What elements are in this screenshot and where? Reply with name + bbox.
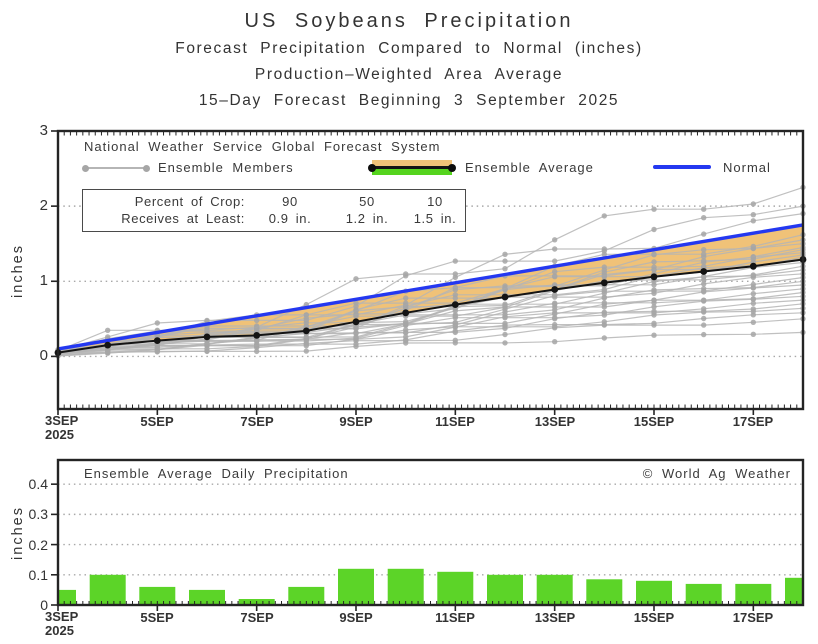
subtitle-area-average: Production–Weighted Area Average [0,66,818,84]
x-tick-label-with-year: 3SEP2025 [45,414,109,442]
ensemble-average-band-icon [369,160,455,176]
bottom-y-tick-label: 0 [14,597,48,613]
percent-of-crop-row-label: Percent of Crop: [83,193,251,210]
normal-line-icon [653,165,711,169]
percent-value-50: 50 [329,193,405,210]
x-tick-label: 9SEP [324,610,388,625]
receives-value-2: 1.2 in. [329,210,405,227]
bottom-y-tick-label: 0.2 [14,537,48,553]
receives-value-3: 1.5 in. [405,210,465,227]
x-tick-label: 13SEP [523,414,587,429]
cumulative-precip-chart: National Weather Service Global Forecast… [58,131,803,409]
bottom-y-tick-label: 0.1 [14,567,48,583]
x-tick-label: 15SEP [622,414,686,429]
legend-label-ensemble-members: Ensemble Members [158,160,294,175]
ensemble-members-line-icon [84,167,148,169]
subtitle-compared-to-normal: Forecast Precipitation Compared to Norma… [0,40,818,58]
bottom-y-tick-label: 0.4 [14,476,48,492]
percent-value-90: 90 [251,193,329,210]
x-tick-label: 5SEP [125,610,189,625]
x-tick-label: 17SEP [721,610,785,625]
x-tick-label: 13SEP [523,610,587,625]
receives-value-1: 0.9 in. [251,210,329,227]
x-tick-label: 11SEP [423,610,487,625]
percent-of-crop-table: Percent of Crop: 90 50 10 Receives at Le… [82,189,466,232]
bar-chart-title: Ensemble Average Daily Precipitation [84,466,349,481]
data-source-label: National Weather Service Global Forecast… [84,139,441,154]
bottom-y-tick-label: 0.3 [14,506,48,522]
chart-legend: Ensemble Members Ensemble Average Normal [58,159,803,177]
legend-label-normal: Normal [723,160,771,175]
soybeans-precipitation-chart: US Soybeans Precipitation Forecast Preci… [0,0,818,644]
top-y-tick-label: 1 [14,272,48,289]
bar-chart-canvas [58,460,803,605]
x-tick-label: 17SEP [721,414,785,429]
top-y-tick-label: 0 [14,347,48,364]
top-y-tick-label: 2 [14,197,48,214]
x-tick-label-with-year: 3SEP2025 [45,610,109,638]
daily-precip-bar-chart: Ensemble Average Daily Precipitation © W… [58,460,803,605]
x-tick-label: 9SEP [324,414,388,429]
legend-label-ensemble-average: Ensemble Average [465,160,594,175]
top-y-tick-label: 3 [14,122,48,139]
subtitle-forecast-period: 15–Day Forecast Beginning 3 September 20… [0,92,818,110]
top-y-axis-title: inches [10,244,26,298]
x-tick-label: 15SEP [622,610,686,625]
x-tick-label: 5SEP [125,414,189,429]
receives-at-least-row-label: Receives at Least: [83,210,251,227]
page-title: US Soybeans Precipitation [0,10,818,33]
copyright-label: © World Ag Weather [643,466,791,481]
percent-value-10: 10 [405,193,465,210]
x-tick-label: 7SEP [225,610,289,625]
x-tick-label: 7SEP [225,414,289,429]
x-tick-label: 11SEP [423,414,487,429]
